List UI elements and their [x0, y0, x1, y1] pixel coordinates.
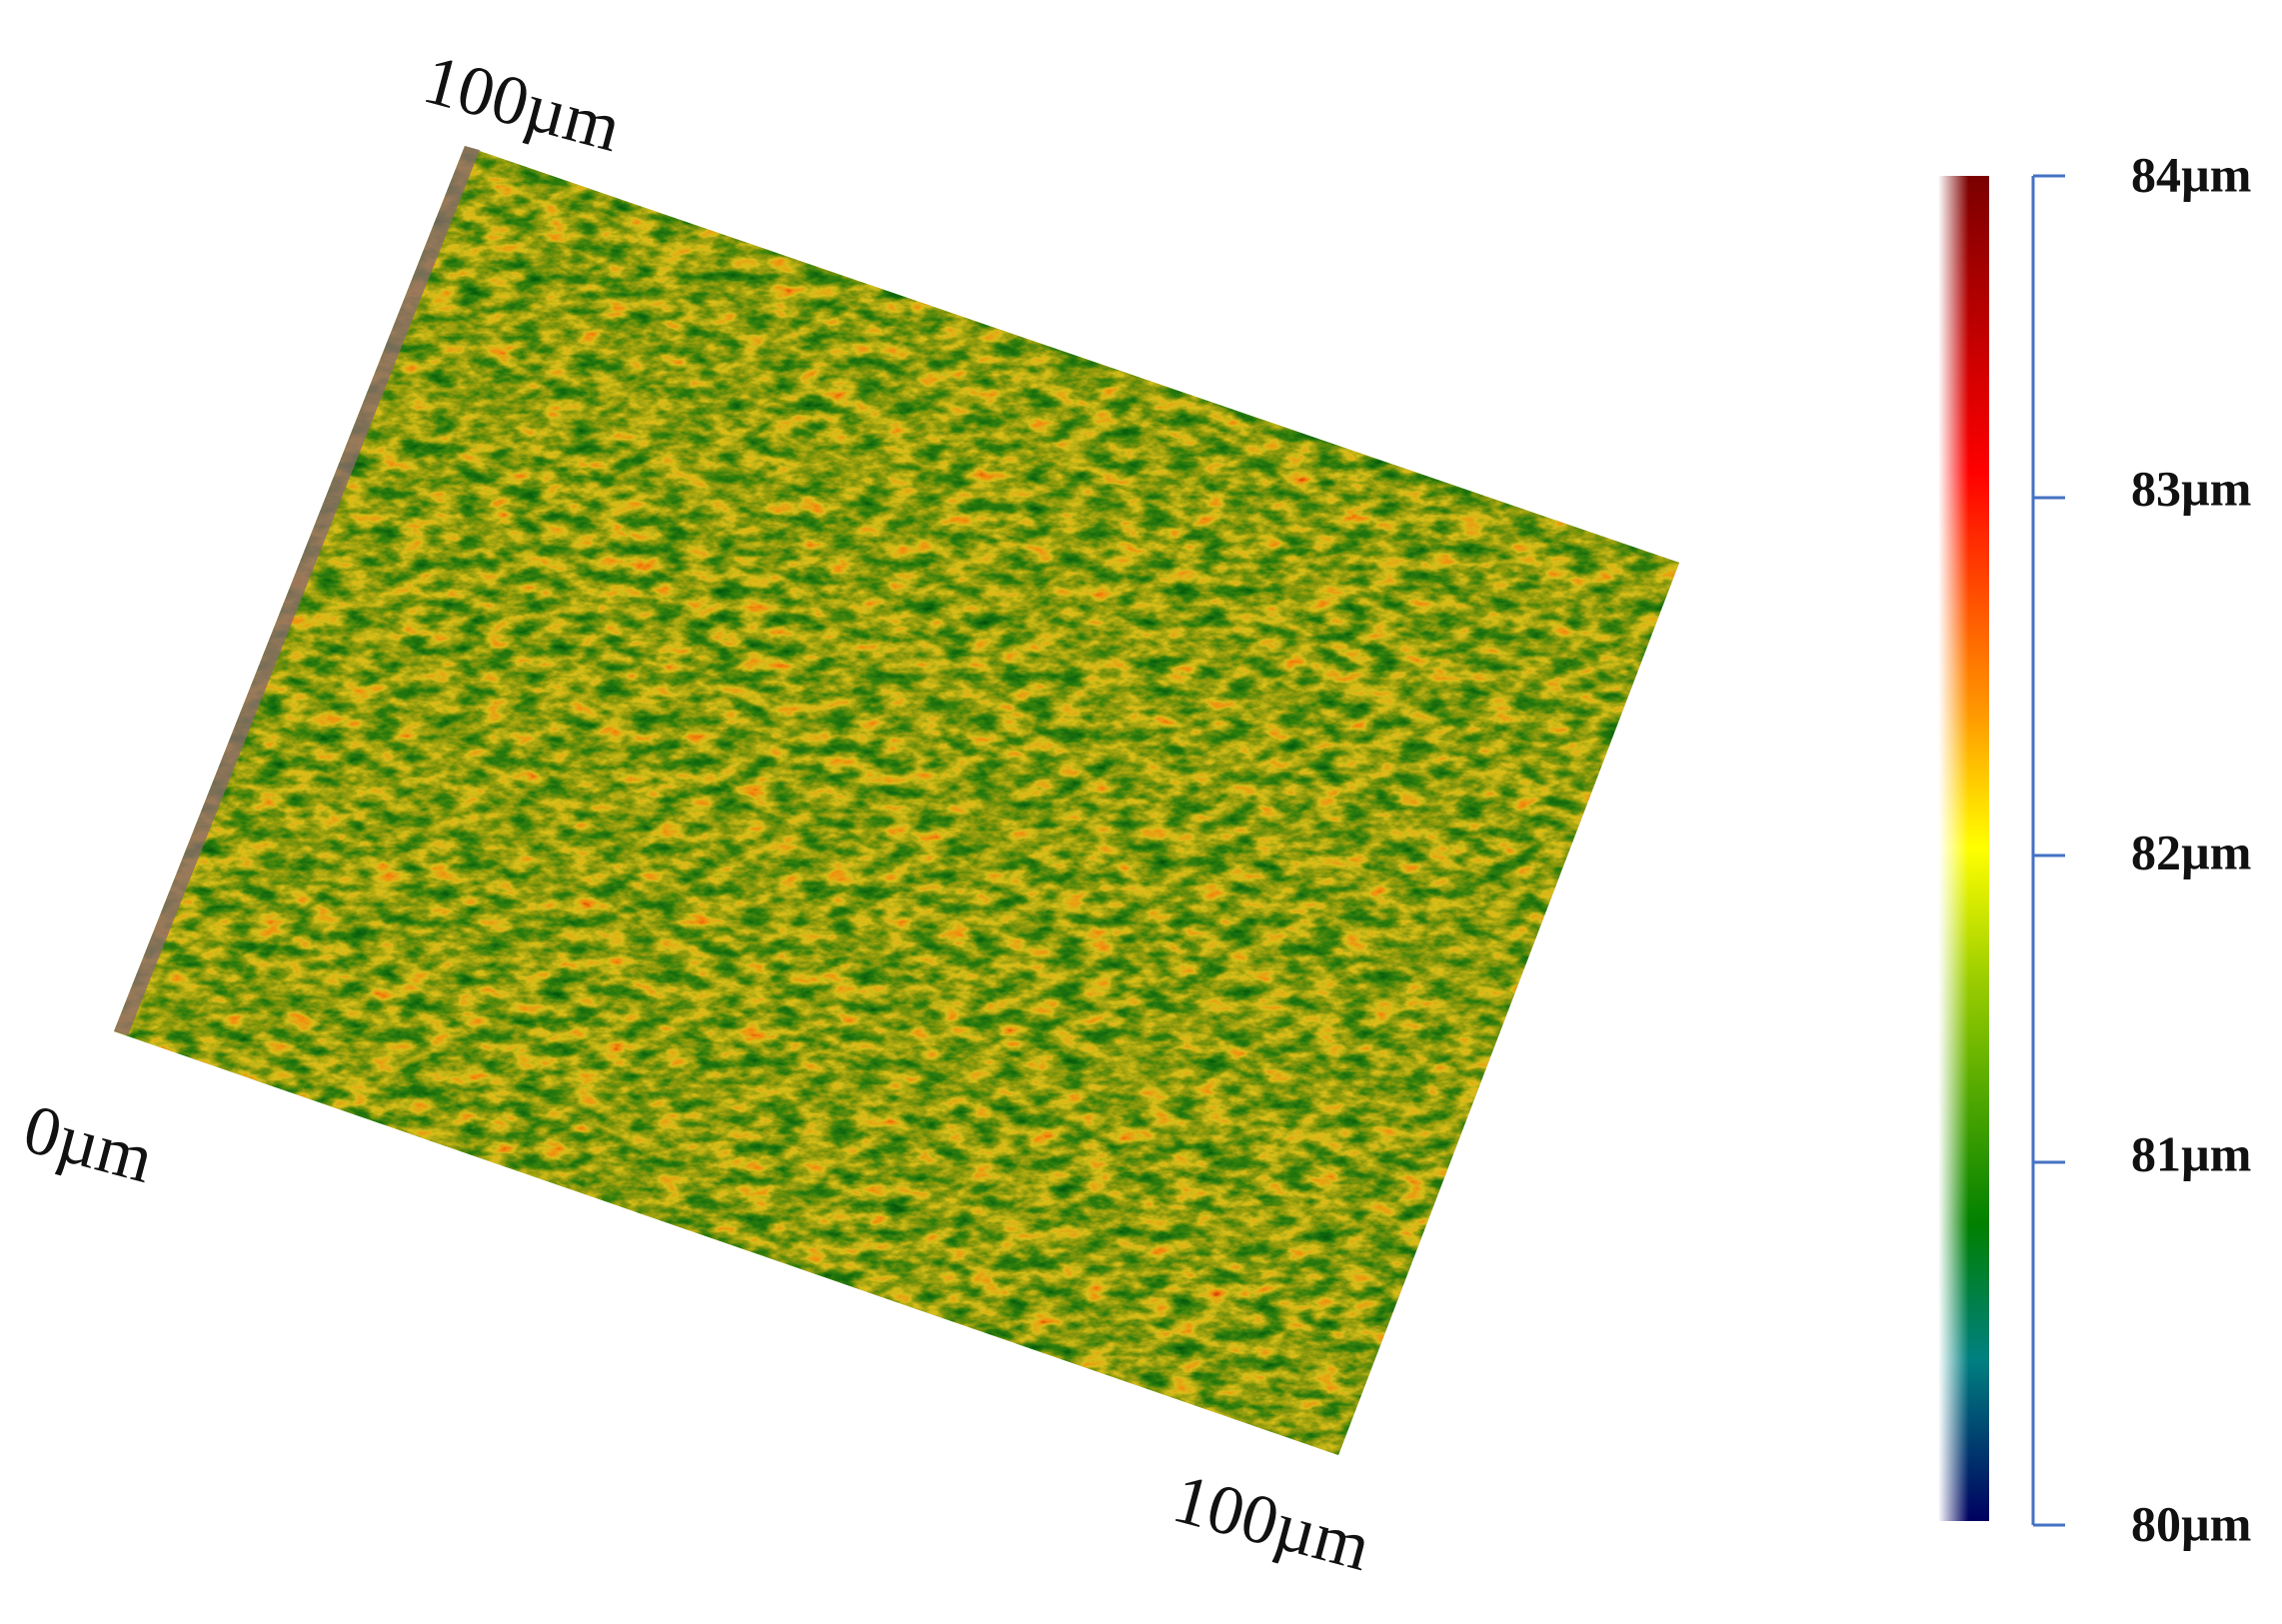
surface-edge [114, 146, 480, 1035]
colorbar-label: 81µm [2131, 1125, 2251, 1181]
colorbar-label: 80µm [2131, 1495, 2251, 1551]
surface [114, 146, 1679, 1455]
colorbar-label: 83µm [2131, 460, 2251, 516]
colorbar-fade [1938, 176, 1989, 1521]
colorbar-label: 84µm [2131, 146, 2251, 202]
colorbar-label: 82µm [2131, 823, 2251, 879]
corner-label: 100µm [1165, 1460, 1378, 1586]
corner-label: 0µm [16, 1090, 161, 1198]
colorbar-bracket [2031, 174, 2065, 1527]
corner-label: 100µm [416, 41, 629, 167]
